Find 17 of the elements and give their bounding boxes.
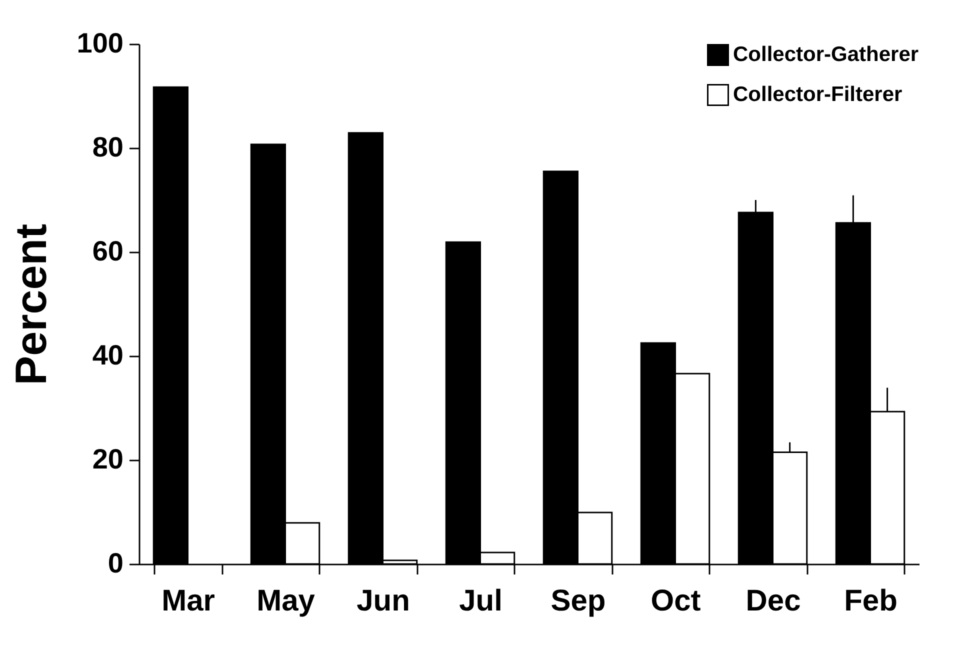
y-tick-label: 20 <box>92 444 124 474</box>
x-tick-label: Jun <box>356 584 410 618</box>
legend-label: Collector-Filterer <box>733 83 902 106</box>
x-tick-label: Jul <box>459 584 502 618</box>
y-tick-label: 60 <box>92 236 124 266</box>
y-tick-label: 40 <box>92 340 124 370</box>
x-tick-label: Oct <box>650 584 701 618</box>
x-tick-label: May <box>256 584 316 618</box>
x-tick-label: Mar <box>162 584 216 618</box>
x-tick-label: Dec <box>746 584 801 618</box>
y-tick-label: 80 <box>92 132 124 162</box>
x-tick-label: Sep <box>550 584 606 618</box>
x-tick-label: Feb <box>844 584 898 618</box>
y-tick-label: 0 <box>108 548 124 578</box>
y-axis-title: Percent <box>6 223 56 386</box>
y-tick-label: 100 <box>76 28 124 58</box>
legend-label: Collector-Gatherer <box>733 43 919 66</box>
